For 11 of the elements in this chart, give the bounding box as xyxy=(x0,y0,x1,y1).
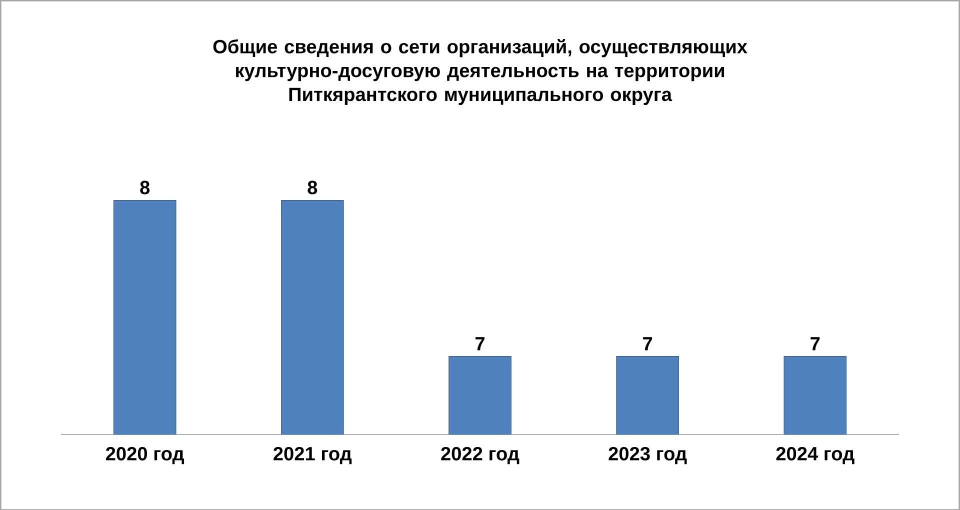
data-label: 7 xyxy=(643,336,652,350)
chart-title: Общие сведения о сети организаций, осуществляющих культурно-досуговую деятельность на территории Питкярантского муниципального округа xyxy=(213,38,748,105)
x-tick-label: 2024 год xyxy=(776,446,854,464)
x-tick-label: 2023 год xyxy=(608,446,687,464)
data-label: 7 xyxy=(810,336,820,350)
data-label: 8 xyxy=(308,180,318,194)
data-label: 8 xyxy=(140,180,150,194)
data-label: 7 xyxy=(476,336,484,350)
x-tick-label: 2021 год xyxy=(274,446,352,464)
x-tick-label: 2022 год xyxy=(441,446,520,464)
x-tick-label: 2020 год xyxy=(106,446,184,464)
